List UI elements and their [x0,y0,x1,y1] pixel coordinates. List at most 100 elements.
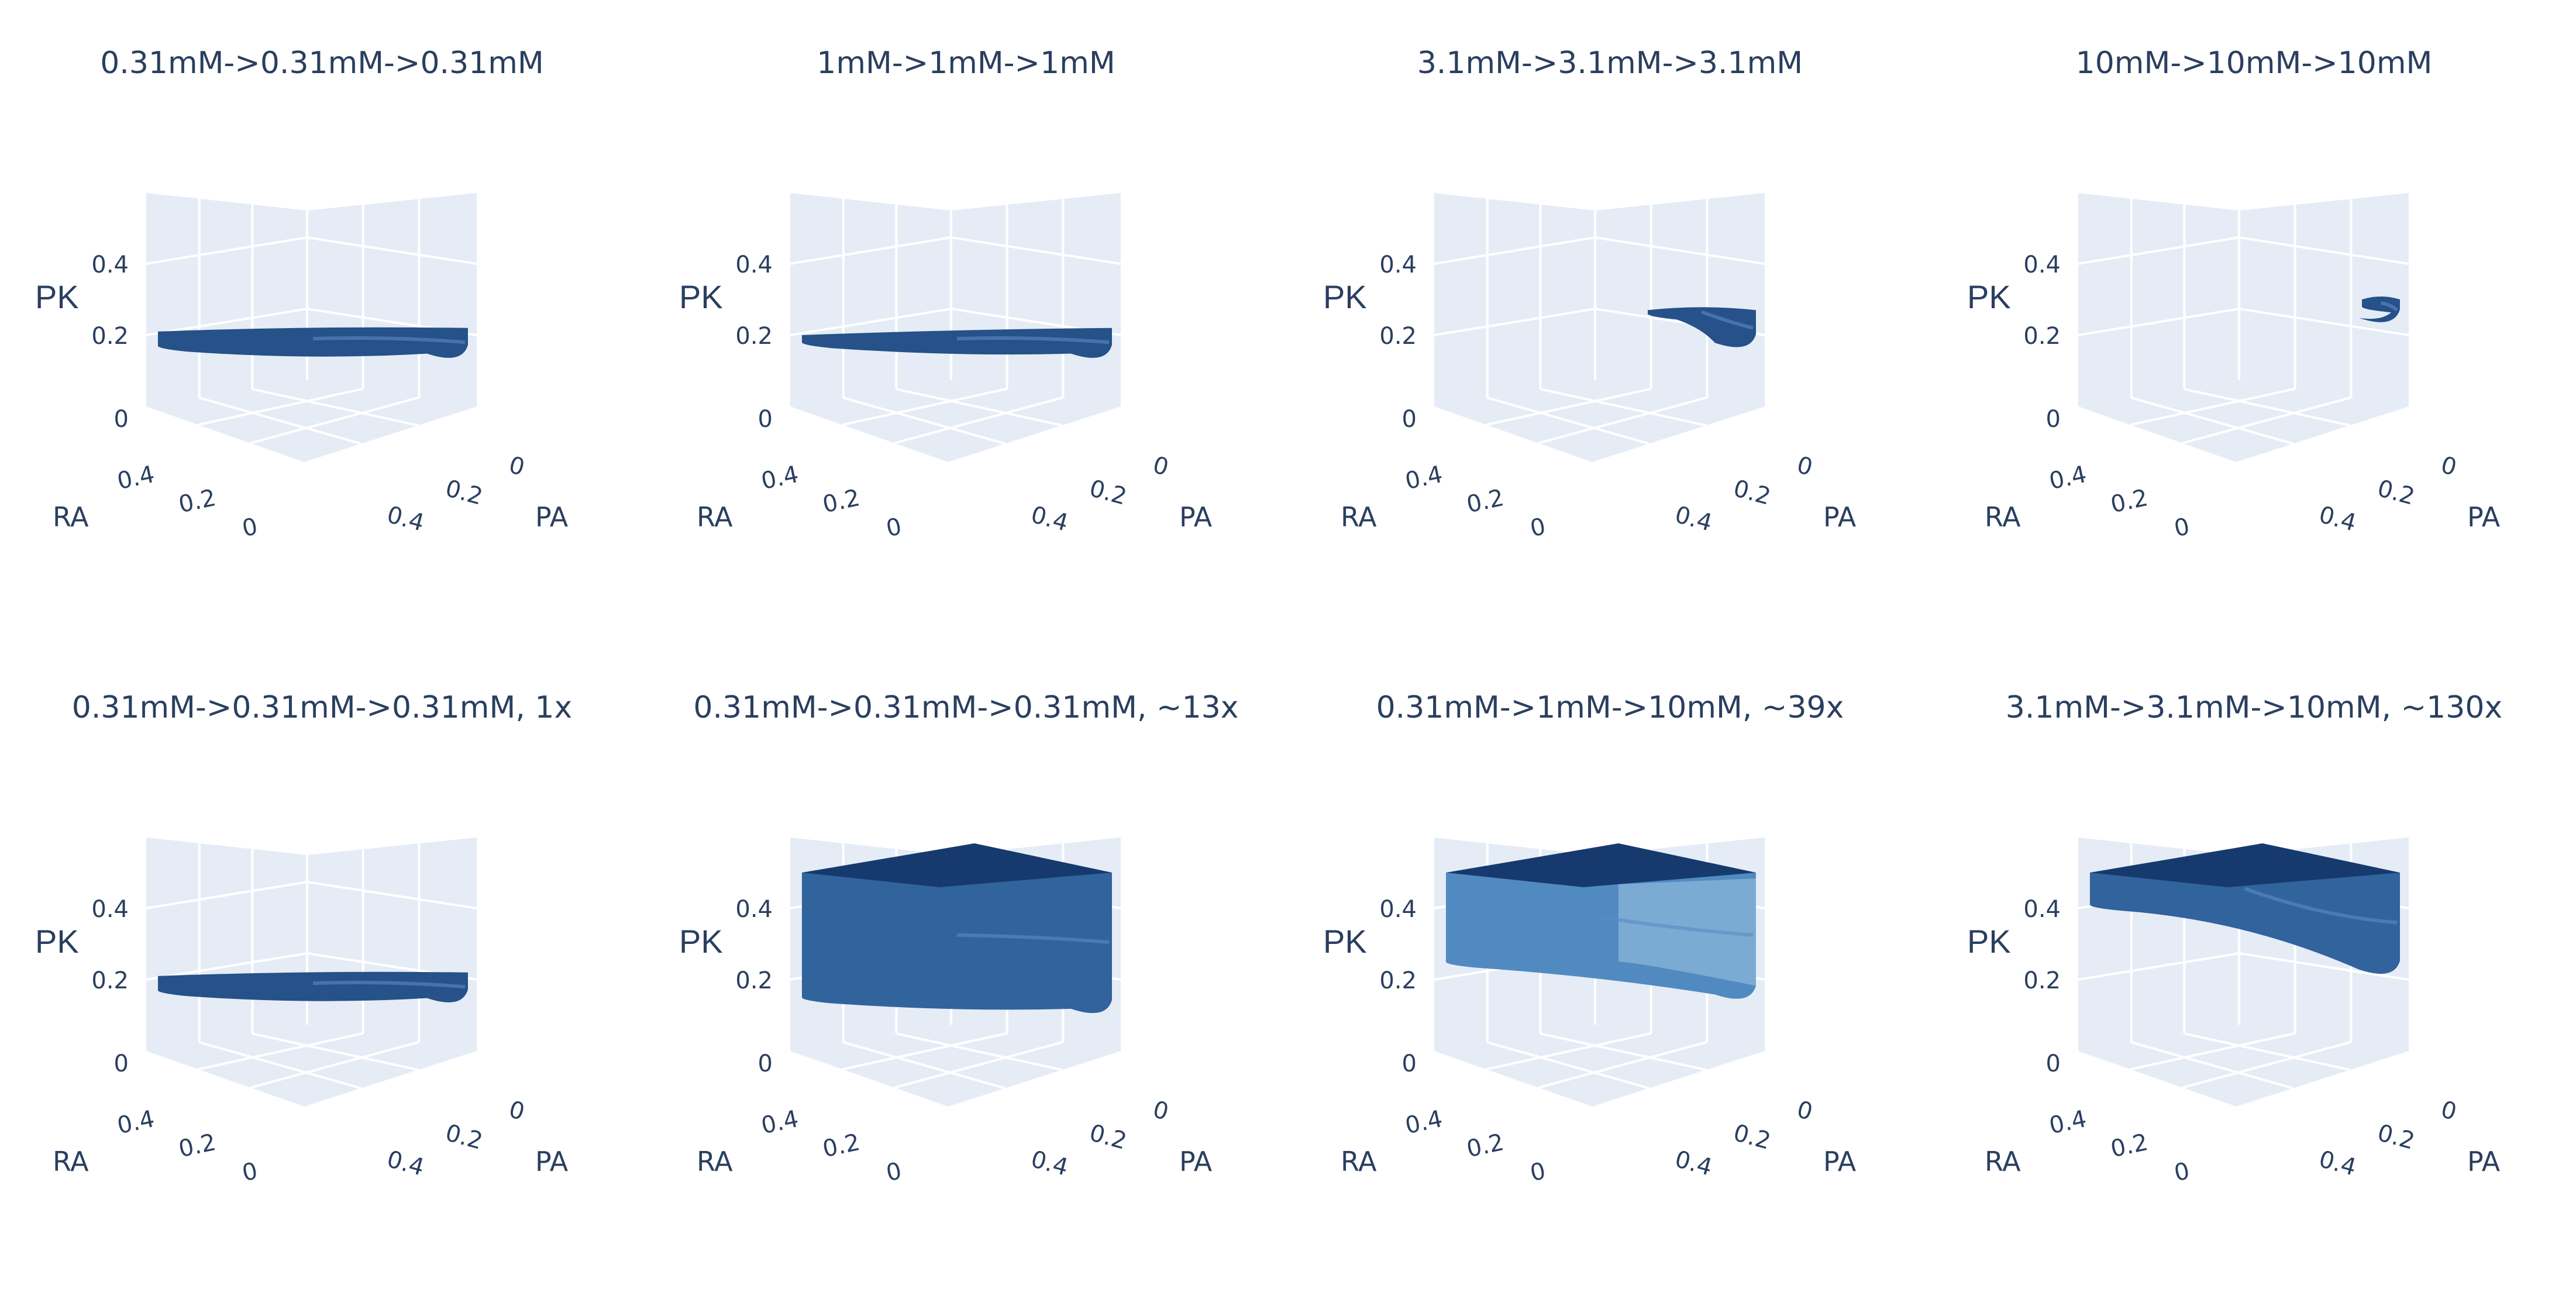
chart-3d-scene: PK 0 0.2 0.4 RA 0 0.2 0.4 PA 0 0.2 0.4 [35,193,569,542]
floor-pane [790,1025,1121,1107]
surface-body [802,870,1112,1014]
ra-tick-label: 0.4 [2047,1105,2089,1139]
pa-tick-label: 0 [2438,452,2459,481]
chart-panel: PK 0 0.2 0.4 RA 0 0.2 0.4 PA 0 0.2 0.4 0.31mM->0.31m… [0,0,644,644]
floor-gridline [842,387,1008,426]
pa-axis-label: PA [1823,501,1857,533]
chart-panel: PK 0 0.2 0.4 RA 0 0.2 0.4 PA 0 0.2 0.4 10mM->10mM->1… [1932,0,2576,644]
surface-top [1446,843,1756,887]
pa-tick-label: 0.4 [1672,501,1715,537]
pa-tick-label: 0 [1150,1096,1171,1126]
pa-tick-label: 0.2 [1731,1119,1773,1155]
pa-tick-label: 0.4 [2316,1146,2359,1181]
back-pane-left [2078,193,2239,406]
surface-body [158,971,468,1002]
floor-pane [2078,1025,2409,1107]
pk-tick-label: 0.2 [91,323,129,350]
pk-axis-label: PK [35,923,79,960]
pa-tick-label: 0.2 [2375,475,2417,511]
ra-tick-label: 0 [884,1157,904,1187]
ra-axis-label: RA [53,1146,89,1177]
floor-gridline [896,388,1063,427]
back-pane-left [146,837,307,1051]
floor-gridline [2130,387,2296,426]
pk-tick-label: 0.4 [2023,896,2061,923]
floor-gridline [1486,387,1652,426]
floor-pane [1434,1025,1765,1107]
ra-tick-label: 0 [2172,1157,2192,1187]
surface-shine [956,933,1110,944]
ra-tick-label: 0.2 [1464,1129,1506,1163]
floor-pane [146,380,477,462]
floor-pane [1434,380,1765,462]
ra-tick-label: 0.2 [1464,484,1506,518]
floor-gridline [894,1040,1063,1089]
ra-tick-label: 0.2 [176,1129,218,1163]
pk-axis-label: PK [1323,923,1367,960]
floor-gridline [2130,1032,2296,1071]
chart-title: 3.1mM->3.1mM->10mM, ~130x [2005,690,2503,725]
pk-tick-label: 0.4 [2023,251,2061,278]
floor-gridline [1487,397,1649,445]
chart-3d-scene: PK 0 0.2 0.4 RA 0 0.2 0.4 PA 0 0.2 0.4 [1323,837,1857,1187]
ra-tick-label: 0.2 [2108,1129,2150,1163]
pa-tick-label: 0 [506,1096,527,1126]
pa-tick-label: 0.2 [2375,1119,2417,1155]
chart-3d-scene: PK 0 0.2 0.4 RA 0 0.2 0.4 PA 0 0.2 0.4 [1323,193,1857,542]
ra-tick-label: 0.2 [176,484,218,518]
pa-axis-label: PA [1179,501,1213,533]
pk-tick-label: 0.4 [91,896,129,923]
ra-tick-label: 0.4 [759,1105,801,1139]
pa-tick-label: 0.2 [1087,475,1129,511]
surface-top [2090,843,2400,887]
back-pane-right [951,193,1121,406]
pk-tick-label: 0.2 [1379,323,1417,350]
pa-tick-label: 0.2 [443,475,485,511]
chart-title: 0.31mM->1mM->10mM, ~39x [1376,690,1844,725]
pa-axis-label: PA [535,501,569,533]
floor-gridline [2131,397,2293,445]
pa-tick-label: 0 [1150,452,1171,481]
surface-shine [312,336,466,344]
pa-tick-label: 0.4 [2316,501,2359,537]
pk-tick-label: 0 [2046,1050,2061,1077]
pa-axis-label: PA [1179,1146,1213,1177]
pk-tick-label: 0.4 [735,896,773,923]
floor-gridline [894,396,1063,444]
pk-tick-label: 0 [1402,406,1417,433]
floor-gridline [250,1040,419,1089]
pk-tick-label: 0.4 [91,251,129,278]
ra-tick-label: 0 [2172,513,2192,542]
pa-tick-label: 0.4 [384,501,427,537]
surface-shine [2381,301,2398,312]
pk-axis-label: PK [1967,278,2011,315]
ra-axis-label: RA [697,1146,733,1177]
ra-axis-label: RA [1341,1146,1377,1177]
surface-shine [1701,310,1754,330]
pa-axis-label: PA [2467,1146,2501,1177]
pk-tick-label: 0.2 [735,323,773,350]
ra-tick-label: 0.2 [820,484,862,518]
ra-tick-label: 0.2 [820,1129,862,1163]
chart-title: 3.1mM->3.1mM->3.1mM [1417,46,1803,81]
ra-tick-label: 0 [240,513,260,542]
floor-gridline [2182,396,2351,444]
floor-gridline [1540,1032,1707,1071]
back-pane-right [1595,193,1765,406]
chart-title: 10mM->10mM->10mM [2075,46,2433,81]
chart-panel: PK 0 0.2 0.4 RA 0 0.2 0.4 PA 0 0.2 0.4 3.1mM->3.1mM-… [1288,0,1932,644]
back-pane-left [146,193,307,406]
ra-tick-label: 0.4 [2047,461,2089,495]
chart-panel: PK 0 0.2 0.4 RA 0 0.2 0.4 PA 0 0.2 0.4 3.1mM->3.1mM-… [1932,644,2576,1289]
pk-axis-label: PK [679,278,723,315]
ra-tick-label: 0.4 [1403,1105,1445,1139]
floor-gridline [2182,1040,2351,1089]
pk-tick-label: 0.2 [735,967,773,994]
floor-gridline [252,388,419,427]
pa-tick-label: 0.2 [1731,475,1773,511]
pk-tick-label: 0.2 [2023,967,2061,994]
floor-gridline [842,1032,1008,1071]
surface-body [1648,307,1756,347]
pa-tick-label: 0 [1794,452,1815,481]
